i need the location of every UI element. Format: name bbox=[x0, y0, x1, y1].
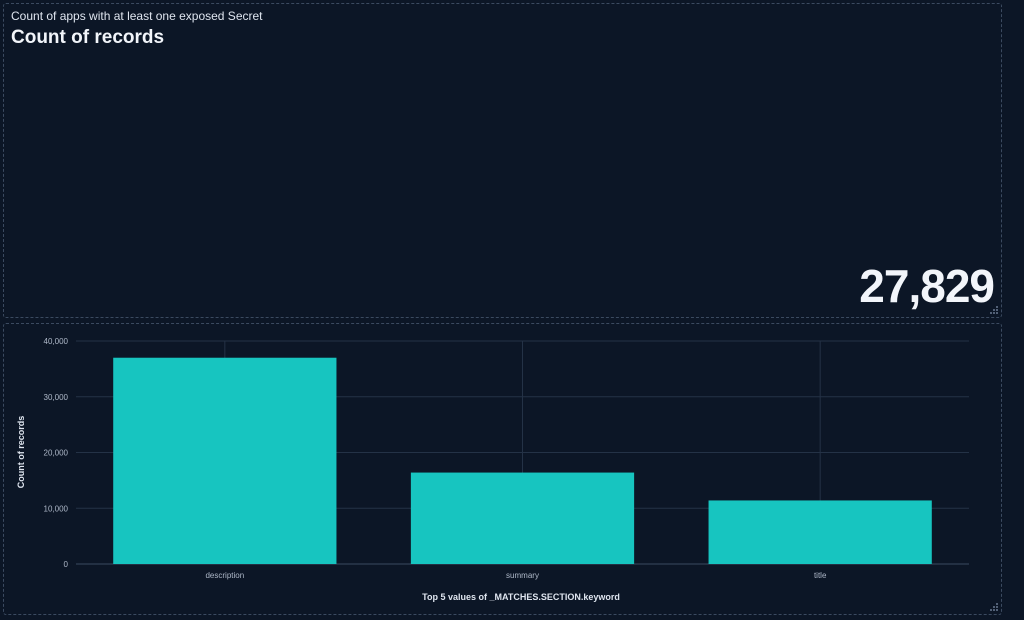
bar-title[interactable] bbox=[708, 500, 932, 564]
metric-label: Count of records bbox=[11, 27, 165, 48]
bar-chart: 0 10,000 20,000 30,000 40,000 description sum… bbox=[16, 337, 969, 602]
x-axis-title: Top 5 values of _MATCHES.SECTION.keyword bbox=[422, 592, 620, 602]
y-axis-title: Count of records bbox=[16, 416, 26, 489]
x-tick-label: title bbox=[814, 571, 827, 580]
y-tick-label: 0 bbox=[64, 560, 69, 569]
x-tick-label: summary bbox=[506, 571, 539, 580]
x-tick-label: description bbox=[205, 571, 244, 580]
bar-summary[interactable] bbox=[410, 472, 635, 564]
metric-panel: Count of apps with at least one exposed … bbox=[3, 3, 1002, 318]
y-tick-label: 30,000 bbox=[44, 393, 69, 402]
y-tick-label: 10,000 bbox=[44, 504, 69, 513]
y-tick-label: 20,000 bbox=[44, 449, 69, 458]
resize-handle-icon[interactable] bbox=[990, 306, 998, 314]
bar-description[interactable] bbox=[113, 357, 337, 564]
chart-bars bbox=[113, 357, 932, 564]
panel-title: Count of apps with at least one exposed … bbox=[11, 9, 263, 23]
y-tick-label: 40,000 bbox=[44, 337, 69, 346]
resize-handle-icon[interactable] bbox=[990, 603, 998, 611]
y-axis-ticks: 0 10,000 20,000 30,000 40,000 bbox=[44, 337, 69, 569]
x-axis-ticks: description summary title bbox=[205, 571, 826, 580]
metric-value: 27,829 bbox=[859, 260, 995, 312]
chart-panel: 0 10,000 20,000 30,000 40,000 description sum… bbox=[3, 323, 1002, 615]
